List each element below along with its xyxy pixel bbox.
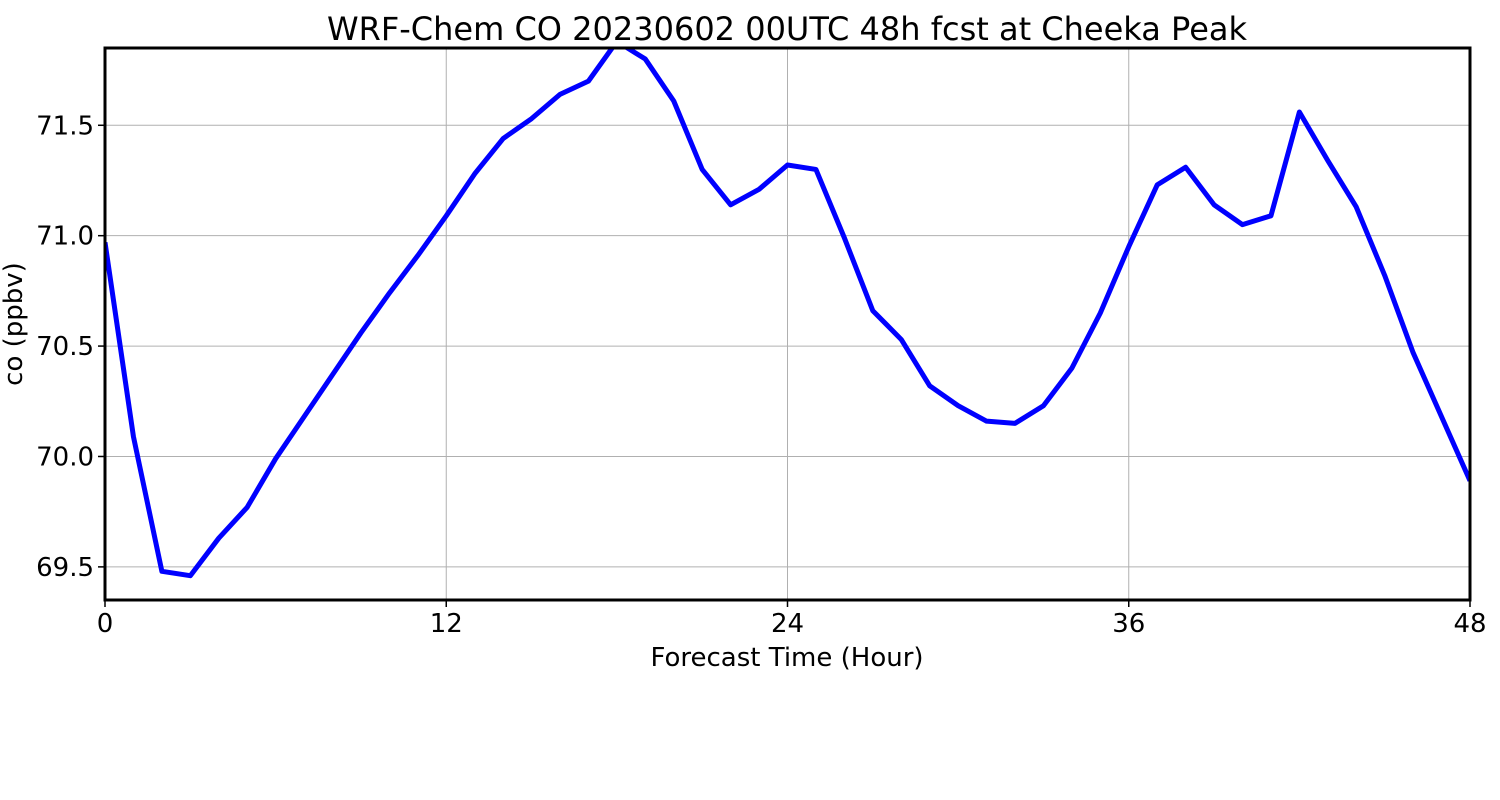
axis-ticks: 0 12 24 36 48 69.5 70.0 70.5 71.0 71.5: [36, 111, 1486, 639]
y-tick-label: 69.5: [36, 553, 94, 583]
x-tick-label: 12: [430, 609, 463, 639]
y-tick-label: 70.5: [36, 332, 94, 362]
x-tick-label: 24: [771, 609, 804, 639]
grid-lines: [105, 48, 1470, 600]
x-axis-label: Forecast Time (Hour): [650, 643, 923, 673]
x-tick-label: 0: [97, 609, 114, 639]
plot-frame: [103, 46, 1472, 602]
y-tick-label: 70.0: [36, 442, 94, 472]
data-series: [105, 48, 1470, 579]
co-series-line: [105, 48, 1470, 579]
y-tick-label: 71.0: [36, 222, 94, 252]
chart-title: WRF-Chem CO 20230602 00UTC 48h fcst at C…: [327, 10, 1248, 48]
x-tick-label: 48: [1453, 609, 1486, 639]
x-tick-label: 36: [1112, 609, 1145, 639]
y-tick-label: 71.5: [36, 111, 94, 141]
y-axis-label: co (ppbv): [0, 262, 29, 386]
